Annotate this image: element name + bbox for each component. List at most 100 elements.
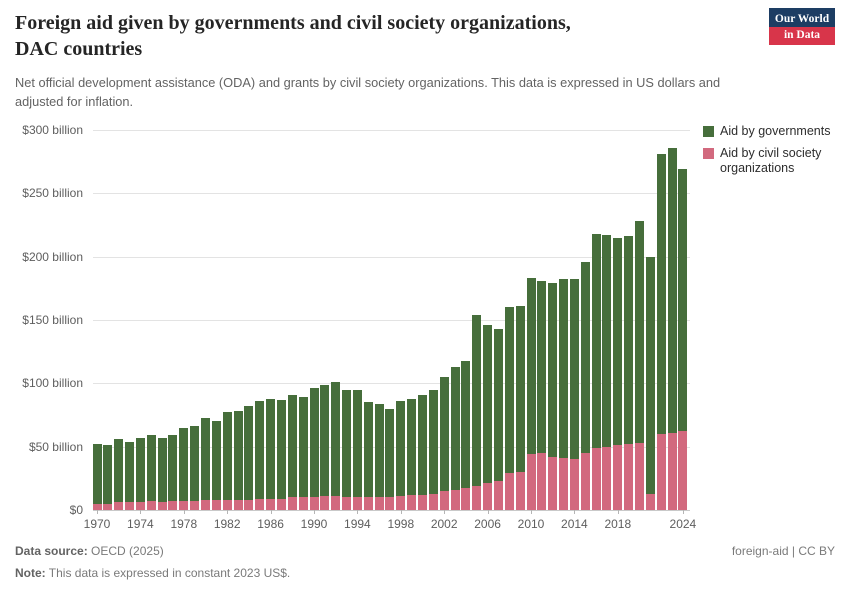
legend-item-civil-society[interactable]: Aid by civil society organizations xyxy=(703,146,847,177)
legend-item-governments[interactable]: Aid by governments xyxy=(703,124,847,140)
bar-civil-society-2005[interactable] xyxy=(472,485,482,510)
bar-governments-2007[interactable] xyxy=(493,328,503,481)
bar-civil-society-1987[interactable] xyxy=(276,498,286,510)
bar-governments-1995[interactable] xyxy=(363,402,373,498)
bar-civil-society-2002[interactable] xyxy=(439,491,449,510)
bar-governments-1971[interactable] xyxy=(103,445,113,504)
bar-civil-society-2022[interactable] xyxy=(656,434,666,510)
bar-governments-1980[interactable] xyxy=(201,417,210,500)
bar-civil-society-1972[interactable] xyxy=(114,502,124,510)
bar-civil-society-2007[interactable] xyxy=(493,480,503,510)
bar-civil-society-1979[interactable] xyxy=(190,501,200,510)
bar-civil-society-1970[interactable] xyxy=(92,503,102,510)
bar-civil-society-2003[interactable] xyxy=(450,489,460,510)
bar-governments-1994[interactable] xyxy=(352,389,362,498)
bar-governments-1989[interactable] xyxy=(298,397,308,498)
bar-governments-1988[interactable] xyxy=(287,394,297,498)
bar-civil-society-1983[interactable] xyxy=(233,499,243,510)
bar-governments-2000[interactable] xyxy=(418,394,427,495)
bar-governments-1999[interactable] xyxy=(407,398,417,495)
bar-civil-society-1978[interactable] xyxy=(179,501,189,510)
bar-civil-society-1990[interactable] xyxy=(309,497,319,510)
bar-civil-society-2000[interactable] xyxy=(418,494,427,510)
bar-civil-society-1999[interactable] xyxy=(407,494,417,510)
bar-governments-1991[interactable] xyxy=(320,384,330,497)
bar-civil-society-1977[interactable] xyxy=(168,501,178,510)
bar-governments-1981[interactable] xyxy=(211,421,221,500)
bar-governments-1986[interactable] xyxy=(266,398,276,499)
bar-governments-1998[interactable] xyxy=(396,401,406,497)
bar-civil-society-1976[interactable] xyxy=(157,502,167,510)
bar-civil-society-2021[interactable] xyxy=(645,493,655,510)
bar-civil-society-1991[interactable] xyxy=(320,496,330,510)
bar-governments-2019[interactable] xyxy=(624,236,634,445)
bar-governments-2006[interactable] xyxy=(483,325,493,484)
bar-civil-society-2015[interactable] xyxy=(580,453,590,510)
bar-civil-society-1995[interactable] xyxy=(363,497,373,510)
bar-civil-society-1973[interactable] xyxy=(125,502,135,510)
bar-civil-society-1989[interactable] xyxy=(298,497,308,510)
bar-civil-society-1975[interactable] xyxy=(146,501,156,510)
bar-governments-1972[interactable] xyxy=(114,439,124,503)
bar-civil-society-1997[interactable] xyxy=(385,497,395,510)
bar-governments-1982[interactable] xyxy=(222,412,232,500)
bar-governments-1992[interactable] xyxy=(331,382,341,497)
bar-civil-society-1996[interactable] xyxy=(374,497,384,510)
bar-governments-1977[interactable] xyxy=(168,435,178,502)
bar-civil-society-1992[interactable] xyxy=(331,496,341,510)
bar-civil-society-1971[interactable] xyxy=(103,503,113,510)
bar-civil-society-1986[interactable] xyxy=(266,498,276,510)
bar-governments-1970[interactable] xyxy=(92,444,102,504)
bar-civil-society-2011[interactable] xyxy=(537,453,547,510)
bar-civil-society-2023[interactable] xyxy=(667,432,677,510)
bar-governments-1985[interactable] xyxy=(255,401,265,499)
bar-civil-society-2013[interactable] xyxy=(559,458,569,510)
bar-governments-2024[interactable] xyxy=(678,169,688,432)
bar-civil-society-2020[interactable] xyxy=(635,442,644,510)
bar-civil-society-2009[interactable] xyxy=(515,472,525,510)
bar-civil-society-1994[interactable] xyxy=(352,497,362,510)
bar-governments-2023[interactable] xyxy=(667,147,677,433)
bar-governments-2013[interactable] xyxy=(559,279,569,459)
bar-governments-2001[interactable] xyxy=(428,389,438,494)
bar-civil-society-1982[interactable] xyxy=(222,499,232,510)
bar-governments-1997[interactable] xyxy=(385,408,395,498)
bar-civil-society-2010[interactable] xyxy=(526,454,536,510)
bar-civil-society-2019[interactable] xyxy=(624,444,634,510)
bar-governments-1978[interactable] xyxy=(179,427,189,502)
bar-governments-1983[interactable] xyxy=(233,411,243,500)
bar-governments-1990[interactable] xyxy=(309,388,319,498)
bar-governments-1974[interactable] xyxy=(135,437,145,503)
bar-governments-2012[interactable] xyxy=(548,283,558,457)
bar-governments-2010[interactable] xyxy=(526,278,536,455)
bar-governments-1975[interactable] xyxy=(146,435,156,502)
bar-civil-society-2024[interactable] xyxy=(678,431,688,510)
bar-governments-2009[interactable] xyxy=(515,306,525,472)
bar-civil-society-2004[interactable] xyxy=(461,488,471,510)
bar-civil-society-1981[interactable] xyxy=(211,499,221,510)
bar-civil-society-1998[interactable] xyxy=(396,496,406,510)
bar-civil-society-2018[interactable] xyxy=(613,445,623,510)
bar-governments-2008[interactable] xyxy=(504,307,514,474)
bar-civil-society-2014[interactable] xyxy=(569,459,579,510)
bar-governments-2018[interactable] xyxy=(613,237,623,446)
bar-civil-society-2012[interactable] xyxy=(548,456,558,510)
bar-governments-1996[interactable] xyxy=(374,403,384,498)
bar-governments-1973[interactable] xyxy=(125,441,135,503)
bar-civil-society-1980[interactable] xyxy=(201,499,210,510)
bar-civil-society-1974[interactable] xyxy=(135,502,145,510)
owid-logo[interactable]: Our World in Data xyxy=(769,8,835,45)
bar-civil-society-2016[interactable] xyxy=(591,447,601,510)
bar-governments-2022[interactable] xyxy=(656,154,666,434)
bar-governments-2014[interactable] xyxy=(569,279,579,460)
bar-civil-society-2001[interactable] xyxy=(428,493,438,510)
bar-governments-1987[interactable] xyxy=(276,399,286,499)
bar-governments-2011[interactable] xyxy=(537,280,547,453)
bar-governments-2002[interactable] xyxy=(439,377,449,491)
bar-governments-2003[interactable] xyxy=(450,366,460,490)
bar-governments-2005[interactable] xyxy=(472,314,482,486)
bar-civil-society-1984[interactable] xyxy=(244,499,254,510)
bar-governments-2020[interactable] xyxy=(635,221,644,443)
bar-governments-1979[interactable] xyxy=(190,426,200,502)
bar-governments-1976[interactable] xyxy=(157,437,167,503)
